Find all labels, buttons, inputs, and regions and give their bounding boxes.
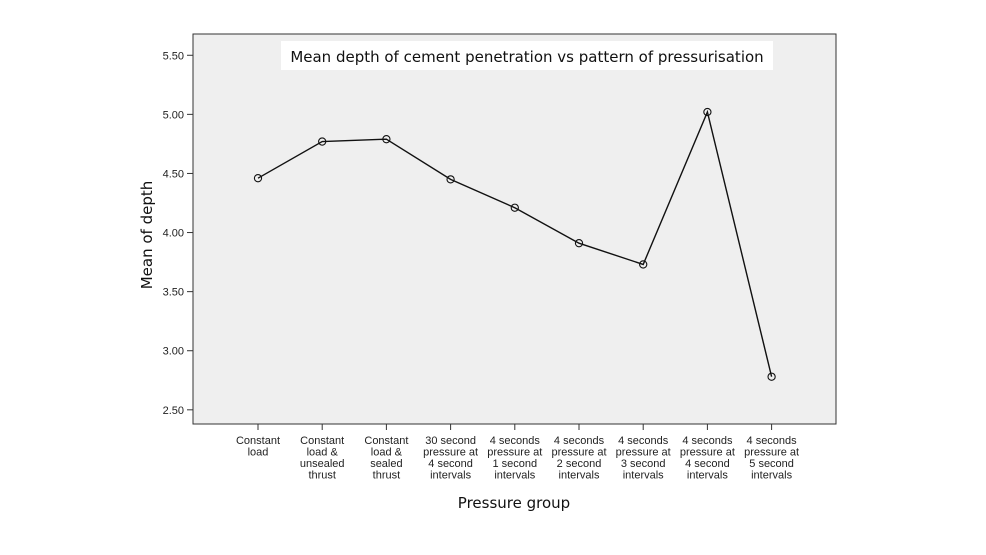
y-tick-label: 3.50 (163, 287, 184, 299)
x-tick-label-line: thrust (308, 470, 336, 482)
x-tick-label-line: 1 second (492, 458, 537, 470)
x-tick-label-line: 30 second (425, 435, 476, 447)
x-tick-label: 4 seconds pressure at 3 second intervals (616, 435, 671, 482)
x-tick-label-line: 4 seconds (490, 435, 541, 447)
x-tick-label-line: 4 seconds (554, 435, 605, 447)
chart-title-box (281, 41, 773, 70)
data-point (446, 175, 455, 184)
data-point (703, 107, 712, 117)
x-tick-label-line: pressure at (551, 447, 606, 459)
x-tick-label-line: thrust (373, 470, 401, 482)
data-point (253, 174, 263, 183)
x-tick-label-line: intervals (623, 470, 664, 482)
data-point (318, 137, 327, 146)
x-tick-label-line: Constant (300, 435, 344, 447)
x-tick-label-line: 4 second (428, 458, 473, 470)
x-tick-label: 4 seconds pressure at 5 second intervals (744, 435, 799, 482)
y-tick-label: 2.50 (163, 405, 184, 417)
x-tick-label-line: intervals (687, 470, 728, 482)
y-tick-label: 4.00 (163, 228, 184, 240)
series-mean-depth (253, 107, 776, 381)
x-tick-label-line: 4 seconds (682, 435, 733, 447)
x-tick-label-line: pressure at (487, 447, 542, 459)
x-tick-label-line: pressure at (423, 447, 478, 459)
x-tick-label-line: pressure at (616, 447, 671, 459)
x-tick-label-line: 4 second (685, 458, 730, 470)
x-tick-label-line: pressure at (744, 447, 799, 459)
x-tick-label: 4 seconds pressure at 1 second intervals (487, 435, 542, 482)
x-tick-label-line: 5 second (749, 458, 794, 470)
chart-title: Mean depth of cement penetration vs patt… (290, 48, 763, 66)
x-tick-label: 4 seconds pressure at 4 second intervals (680, 435, 735, 482)
x-tick-label-line: intervals (494, 470, 535, 482)
x-tick-label-line: load & (307, 447, 339, 459)
x-tick-label: 30 second pressure at 4 second intervals (423, 435, 478, 482)
x-tick-label-line: 2 second (557, 458, 602, 470)
x-tick-label: Constant load & sealed thrust (364, 435, 408, 482)
data-point (639, 260, 648, 269)
y-tick-label: 5.00 (163, 109, 184, 121)
x-tick-label-line: intervals (430, 470, 471, 482)
x-tick-label-line: intervals (751, 470, 792, 482)
x-tick-label-line: pressure at (680, 447, 735, 459)
x-tick-label-line: 4 seconds (747, 435, 798, 447)
series-line (257, 109, 773, 377)
x-tick-label: Constant load & unsealed thrust (300, 435, 345, 482)
y-tick-label: 5.50 (163, 50, 184, 62)
x-tick-label-line: sealed (370, 458, 402, 470)
x-tick-label-line: 3 second (621, 458, 666, 470)
x-tick-label-line: load & (371, 447, 403, 459)
x-tick-label: Constant load (236, 435, 280, 459)
data-point (767, 372, 776, 381)
data-point (382, 135, 391, 144)
x-tick-label-line: Constant (236, 435, 280, 447)
data-point (510, 203, 519, 212)
x-tick-label-line: Constant (364, 435, 408, 447)
x-tick-label-line: 4 seconds (618, 435, 669, 447)
y-axis: 2.50 3.00 3.50 4.00 4.50 5.00 5.50 (163, 50, 193, 417)
data-point (574, 239, 584, 248)
x-axis-title: Pressure group (458, 494, 570, 512)
x-tick-label-line: load (248, 447, 269, 459)
y-tick-label: 4.50 (163, 168, 184, 180)
y-tick-label: 3.00 (163, 346, 184, 358)
x-tick-label: 4 seconds pressure at 2 second intervals (551, 435, 606, 482)
y-axis-title: Mean of depth (138, 181, 156, 290)
plot-area (192, 33, 837, 425)
x-tick-label-line: intervals (559, 470, 600, 482)
x-tick-label-line: unsealed (300, 458, 345, 470)
